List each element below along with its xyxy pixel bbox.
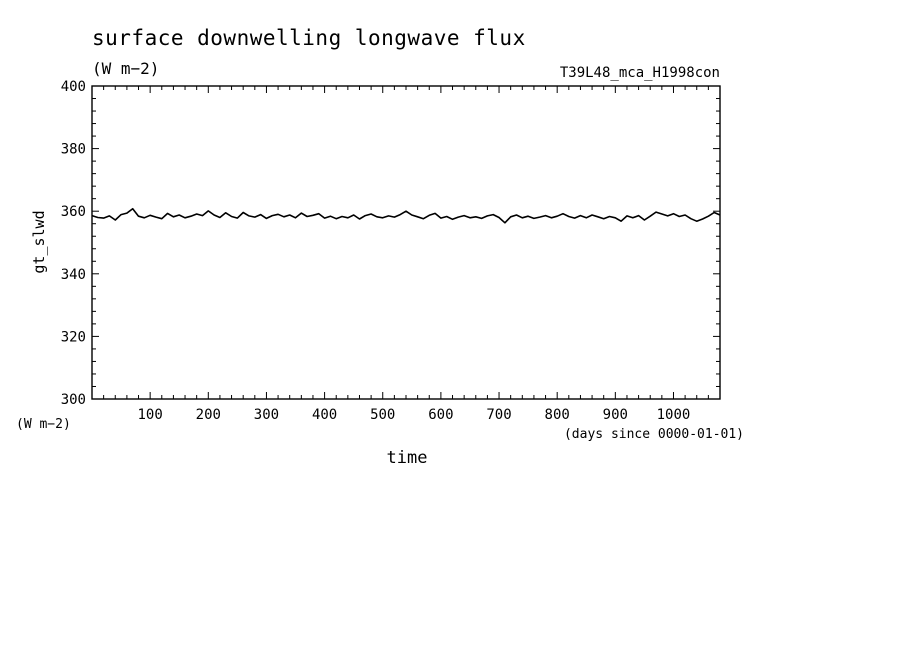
series-line (91, 207, 721, 224)
plot-area (91, 207, 721, 224)
axes: 100 200 300 400 500 600 700 800 900 1000 300 320 340… (61, 79, 721, 423)
x-tick-label: 800 (545, 407, 570, 423)
x-tick-label: 400 (312, 407, 337, 423)
x-tick-label: 500 (370, 407, 395, 423)
x-axis-units: (days since 0000-01-01) (564, 427, 744, 442)
y-tick-label: 380 (61, 142, 86, 158)
chart-title: surface downwelling longwave flux (92, 26, 526, 50)
x-tick-label: 200 (196, 407, 221, 423)
y-tick-label: 340 (61, 267, 86, 283)
y-tick-label: 360 (61, 204, 86, 220)
y-tick-label: 300 (61, 392, 86, 408)
y-tick-label: 400 (61, 79, 86, 95)
x-tick-label: 1000 (657, 407, 691, 423)
chart-units-label: (W m−2) (92, 59, 159, 78)
run-label: T39L48_mca_H1998con (560, 65, 720, 81)
y-axis-units: (W m−2) (16, 417, 71, 432)
x-tick-label: 600 (428, 407, 453, 423)
x-tick-label: 700 (486, 407, 511, 423)
x-tick-label: 300 (254, 407, 279, 423)
y-axis-label: gt_slwd (30, 210, 48, 273)
x-tick-label: 900 (603, 407, 628, 423)
y-tick-label: 320 (61, 329, 86, 345)
x-axis-label: time (387, 448, 428, 468)
x-tick-label: 100 (137, 407, 162, 423)
